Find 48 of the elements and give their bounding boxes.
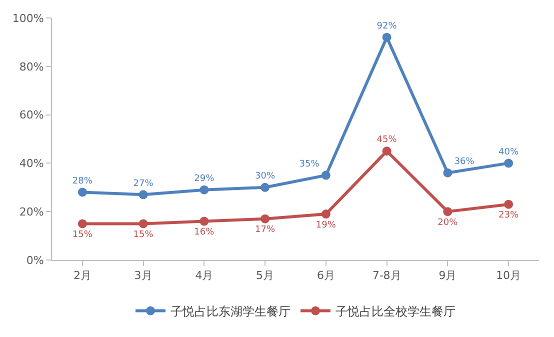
data-label: 36% [454, 157, 475, 168]
y-tick-label: 20% [19, 205, 44, 218]
data-label: 40% [498, 147, 520, 158]
data-label: 35% [299, 159, 320, 170]
y-tick-label: 100% [12, 12, 44, 25]
point [382, 32, 392, 42]
data-label: 15% [72, 230, 93, 240]
point [321, 210, 330, 219]
data-label: 45% [376, 135, 398, 146]
x-tick-label: 5月 [256, 269, 274, 282]
point [78, 188, 87, 197]
data-label: 19% [316, 220, 336, 230]
x-tick-label: 9月 [438, 269, 457, 282]
data-label: 28% [72, 176, 93, 186]
point [260, 214, 270, 224]
data-label: 29% [194, 174, 215, 184]
x-tick-label: 4月 [195, 269, 214, 282]
data-label: 30% [255, 172, 276, 182]
x-tick-label: 3月 [134, 269, 152, 282]
data-label: 27% [133, 178, 154, 189]
data-label: 17% [255, 225, 276, 236]
data-label: 23% [498, 210, 520, 221]
legend-label: 子悦占比东湖学生餐厅 [170, 304, 290, 318]
y-tick-label: 80% [19, 60, 44, 74]
point [504, 200, 514, 209]
data-label: 16% [194, 228, 215, 238]
y-tick-label: 60% [19, 108, 44, 122]
point [260, 182, 270, 192]
point [200, 216, 209, 226]
point [200, 185, 209, 194]
x-tick-label: 2月 [73, 269, 92, 282]
data-label: 15% [133, 230, 154, 240]
y-tick-label: 0% [26, 254, 44, 267]
point [504, 158, 514, 168]
point [443, 207, 452, 216]
point [78, 219, 87, 228]
point [138, 219, 148, 228]
x-tick-label: 6月 [316, 269, 335, 282]
point [443, 168, 452, 178]
legend-label: 子悦占比全校学生餐厅 [336, 304, 456, 318]
x-tick-label: 10月 [496, 269, 522, 282]
data-label: 92% [376, 21, 398, 32]
y-tick-label: 40% [19, 157, 44, 170]
point [321, 170, 330, 180]
data-label: 20% [438, 218, 458, 228]
x-tick-label: 7-8月 [372, 269, 402, 282]
point [138, 190, 148, 200]
point [382, 146, 392, 156]
